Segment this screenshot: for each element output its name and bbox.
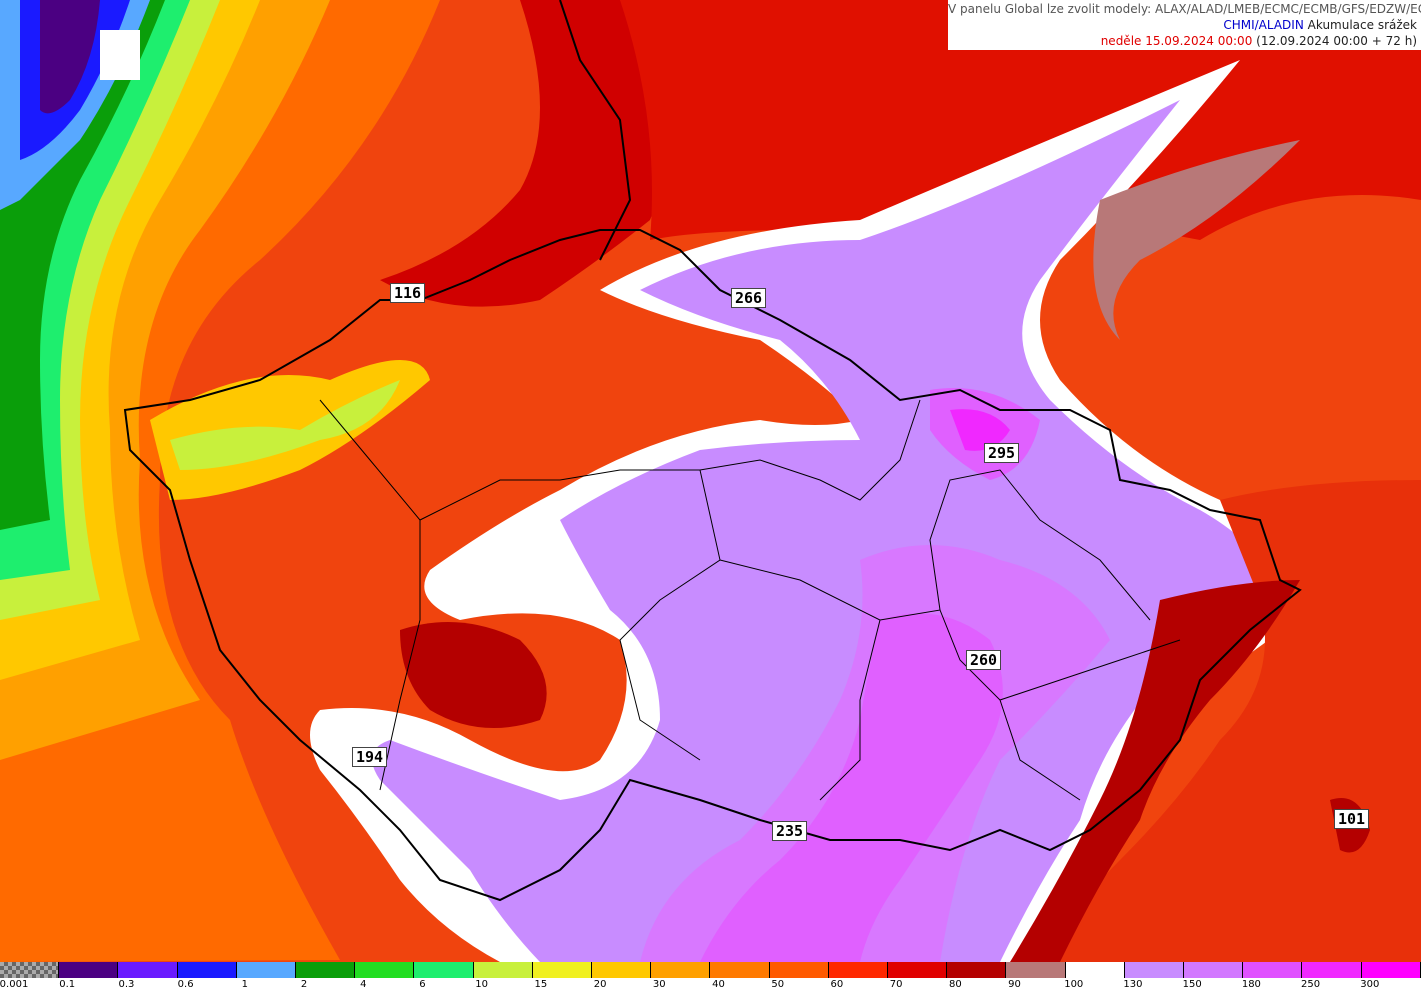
ne-brown-band xyxy=(1093,140,1300,340)
legend-tick-label: 15 xyxy=(534,979,548,990)
legend-swatch xyxy=(947,962,1007,978)
legend-tick-label: 0.1 xyxy=(59,979,76,990)
legend-swatch xyxy=(828,962,889,978)
run-info: (12.09.2024 00:00 + 72 h) xyxy=(1256,34,1417,48)
country-borders xyxy=(123,0,1302,902)
czech-border xyxy=(123,229,1302,902)
north-border xyxy=(559,0,632,261)
legend-tick-label: 130 xyxy=(1123,979,1143,990)
legend-swatch xyxy=(769,962,829,978)
legend-swatch xyxy=(1302,962,1362,978)
legend-swatch xyxy=(532,962,593,978)
legend-swatch xyxy=(592,962,652,978)
legend-ticks: 0.001 0.1 0.3 0.6 1 2 4 6 10 15 20 30 40 50 60 70 80 90 10… xyxy=(0,979,1421,993)
legend-swatch xyxy=(414,962,474,978)
legend-tick-label: 250 xyxy=(1301,979,1321,990)
map-value-label: 295 xyxy=(984,443,1020,463)
legend-swatch xyxy=(1124,962,1185,978)
legend-tick-label: 30 xyxy=(652,979,666,990)
legend-tick-label: 40 xyxy=(712,979,725,990)
legend-tick-label: 180 xyxy=(1241,979,1261,990)
legend-swatch xyxy=(710,962,770,978)
east-red xyxy=(1040,480,1421,962)
map-value-label: 116 xyxy=(390,283,426,303)
legend-tick-label: 80 xyxy=(948,979,962,990)
model-name: CHMI/ALADIN xyxy=(1223,18,1304,32)
legend-swatch xyxy=(1243,962,1303,978)
legend-tick-label: 60 xyxy=(830,979,844,990)
legend-swatch xyxy=(59,962,119,978)
magenta-zone xyxy=(700,613,1003,962)
legend-swatch xyxy=(236,962,297,978)
legend-tick-label: 50 xyxy=(771,979,785,990)
legend-tick-label: 100 xyxy=(1064,979,1084,990)
west-dark-red-patch xyxy=(400,622,547,728)
legend-swatches xyxy=(0,962,1421,978)
legend-swatch xyxy=(296,962,356,978)
legend-swatch xyxy=(1006,962,1066,978)
peak-295 xyxy=(950,409,1010,451)
legend-swatch xyxy=(118,962,178,978)
legend-tick-label: 90 xyxy=(1008,979,1021,990)
legend-tick-label: 0.3 xyxy=(118,979,135,990)
precipitation-map: V panelu Global lze zvolit modely: ALAX/… xyxy=(0,0,1421,962)
legend-swatch xyxy=(1361,962,1421,978)
legend-tick-label: 70 xyxy=(889,979,903,990)
legend-tick-label: 150 xyxy=(1182,979,1202,990)
map-value-label: 260 xyxy=(966,650,1002,670)
legend-swatch xyxy=(1184,962,1244,978)
legend-swatch xyxy=(177,962,237,978)
model-selection-note: V panelu Global lze zvolit modely: ALAX/… xyxy=(948,2,1421,16)
info-header: V panelu Global lze zvolit modely: ALAX/… xyxy=(948,0,1421,50)
legend-swatch xyxy=(0,962,60,978)
map-value-label: 101 xyxy=(1334,809,1370,829)
legend-swatch xyxy=(473,962,533,978)
legend-swatch xyxy=(651,962,711,978)
central-lime-patch xyxy=(170,380,400,470)
legend-tick-label: 0.001 xyxy=(0,979,29,990)
map-value-label: 266 xyxy=(731,288,767,308)
pale-purple-zone xyxy=(372,100,1280,962)
valid-date: neděle 15.09.2024 00:00 xyxy=(1100,34,1253,48)
legend-swatch xyxy=(355,962,415,978)
legend-swatch xyxy=(888,962,948,978)
map-value-label: 194 xyxy=(352,747,388,767)
indigo-band xyxy=(40,0,100,114)
legend-tick-label: 20 xyxy=(593,979,607,990)
legend-tick-label: 4 xyxy=(360,979,367,990)
region-borders xyxy=(319,399,1181,801)
map-value-label: 235 xyxy=(772,821,808,841)
legend-swatch xyxy=(1065,962,1125,978)
legend-tick-label: 300 xyxy=(1360,979,1380,990)
legend-tick-label: 6 xyxy=(419,979,426,990)
map-canvas xyxy=(0,0,1421,962)
legend-tick-label: 10 xyxy=(475,979,489,990)
legend-tick-label: 0.6 xyxy=(177,979,194,990)
legend-tick-label: 2 xyxy=(300,979,308,990)
legend-tick-label: 1 xyxy=(241,979,249,990)
color-legend: 0.001 0.1 0.3 0.6 1 2 4 6 10 15 20 30 40 50 60 70 80 90 10… xyxy=(0,962,1421,993)
blue-white-patch xyxy=(100,30,140,80)
product-name: Akumulace srážek xyxy=(1307,18,1417,32)
